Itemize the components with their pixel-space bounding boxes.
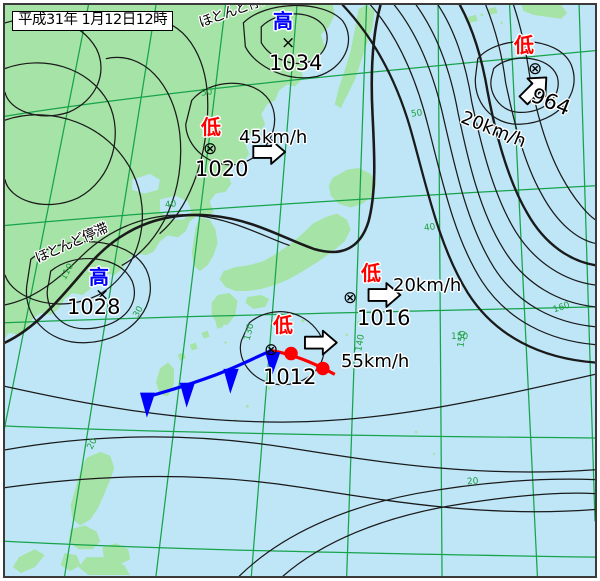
motion-arrow-layer [252,76,548,356]
graticule-label-20-right: 20 [466,476,479,488]
isobar-pac-8 [512,5,595,221]
isobar-l964-b [474,40,575,125]
center-mark-circled-x-1012: ⊗ [264,340,279,360]
pressure-system-low-964[interactable]: 低 ⊗ [514,35,542,78]
map-canvas[interactable]: 平成31年 1月12日12時 高 × 1034 ほとんど停滞 低 ⊗ 1020 … [3,3,597,578]
motion-arrow-east-1016 [367,282,402,308]
continent-asia [5,5,335,339]
center-mark-circled-x-1016: ⊗ [343,288,358,308]
center-mark-circled-x: ⊗ [528,59,543,79]
mindanao-island [78,557,131,576]
pressure-value: 1034 [269,51,323,75]
motion-arrow-southwest-964 [518,76,548,106]
cold-front-barb [265,351,281,376]
cold-front-barb [223,368,239,394]
palawan-strip [12,549,45,574]
kuril-chain [467,6,498,23]
motion-speed-1020: 45km/h [239,127,308,148]
pressure-value: 1020 [195,157,249,181]
low-badge: 低 [273,313,293,337]
graticule-label-50: 50 [200,87,214,99]
isobar-l964-a [490,57,559,113]
pressure-value-1016: 1016 [357,306,411,330]
low-badge: 低 [361,261,381,285]
isobar-h1034-a [260,13,328,65]
meridian-130 [155,5,227,576]
isobar-pac-5 [437,5,595,286]
isobar-pac-1 [341,5,595,364]
meridian-110 [5,5,90,429]
warm-front-bump [316,361,330,376]
low-badge: 低 [514,33,534,57]
kyushu [211,292,238,325]
isobar-pac-6 [458,5,595,267]
kamchatka [521,5,568,19]
chart-title: 平成31年 1月12日12時 [12,11,174,32]
isobar-south-1 [5,373,595,423]
isobar-south-4 [282,492,595,576]
warm-front-bump [284,346,298,361]
pressure-system-high-1028[interactable]: 高 [89,267,109,287]
graticule-label-40-left: 40 [164,199,178,211]
isobar-south-5 [238,478,595,576]
isobar-south-2 [5,436,595,473]
pressure-value-1028: 1028 [67,295,121,319]
pressure-system-low-1016[interactable]: 低 [361,263,381,283]
center-mark-circled-x: ⊗ [203,139,218,159]
cold-front-barb [139,392,156,418]
isobar-l1020-a [185,82,276,166]
honshu [219,213,351,291]
isobar-h1034-b [242,5,350,79]
graticule-label-150-low: 150 [451,332,469,342]
graticule-label-50-right: 50 [410,108,424,120]
meridian-120 [63,5,157,576]
parallel-10 [5,540,595,558]
isobar-trough-main [5,5,382,344]
scatter-islets [224,13,503,456]
isobar-pac-2 [369,5,595,346]
pressure-system-high-1034[interactable]: 高 × 1034 [269,9,322,74]
isobar-pac-4 [415,5,595,308]
motion-arrow-east-1020 [252,139,287,165]
parallel-50 [5,50,595,117]
taiwan [155,362,174,397]
isobar-cont-3 [5,114,144,305]
isobar-south-3 [5,475,595,513]
isobar-pac-3 [393,5,595,328]
pressure-system-low-1012[interactable]: 低 [273,315,293,335]
low-badge: 低 [201,115,221,139]
motion-speed-1016: 20km/h [393,275,462,296]
isobar-cont-5 [153,18,209,235]
warm-front [270,346,336,376]
parallel-20 [5,425,595,439]
parallel-40 [5,185,595,227]
isobar-layer [5,5,595,576]
graticule-label-40-right: 40 [423,222,437,234]
pressure-system-low-1020[interactable]: 低 ⊗ 1020 [195,115,248,180]
shikoku [245,294,270,309]
high-badge: 高 [89,265,109,289]
isobar-h1028-b [25,241,151,344]
isobar-cont-4 [105,56,182,266]
meridian-140 [250,5,298,576]
cold-front [139,349,281,418]
graticule-layer [5,5,595,576]
isobar-pac-7 [485,5,595,244]
center-mark-x-1028: × [95,285,110,305]
cold-front-barb [179,382,195,408]
pressure-value-1012: 1012 [263,365,317,389]
meridian-150 [346,5,368,576]
motion-arrow-east-1012 [304,329,338,356]
motion-speed-1012: 55km/h [341,351,410,372]
isobar-japan-1 [5,214,290,306]
center-mark-x: × [281,33,296,53]
fronts-layer [139,311,336,418]
high-badge: 高 [273,9,293,33]
meridian-170 [508,5,539,576]
hokkaido [328,167,377,208]
